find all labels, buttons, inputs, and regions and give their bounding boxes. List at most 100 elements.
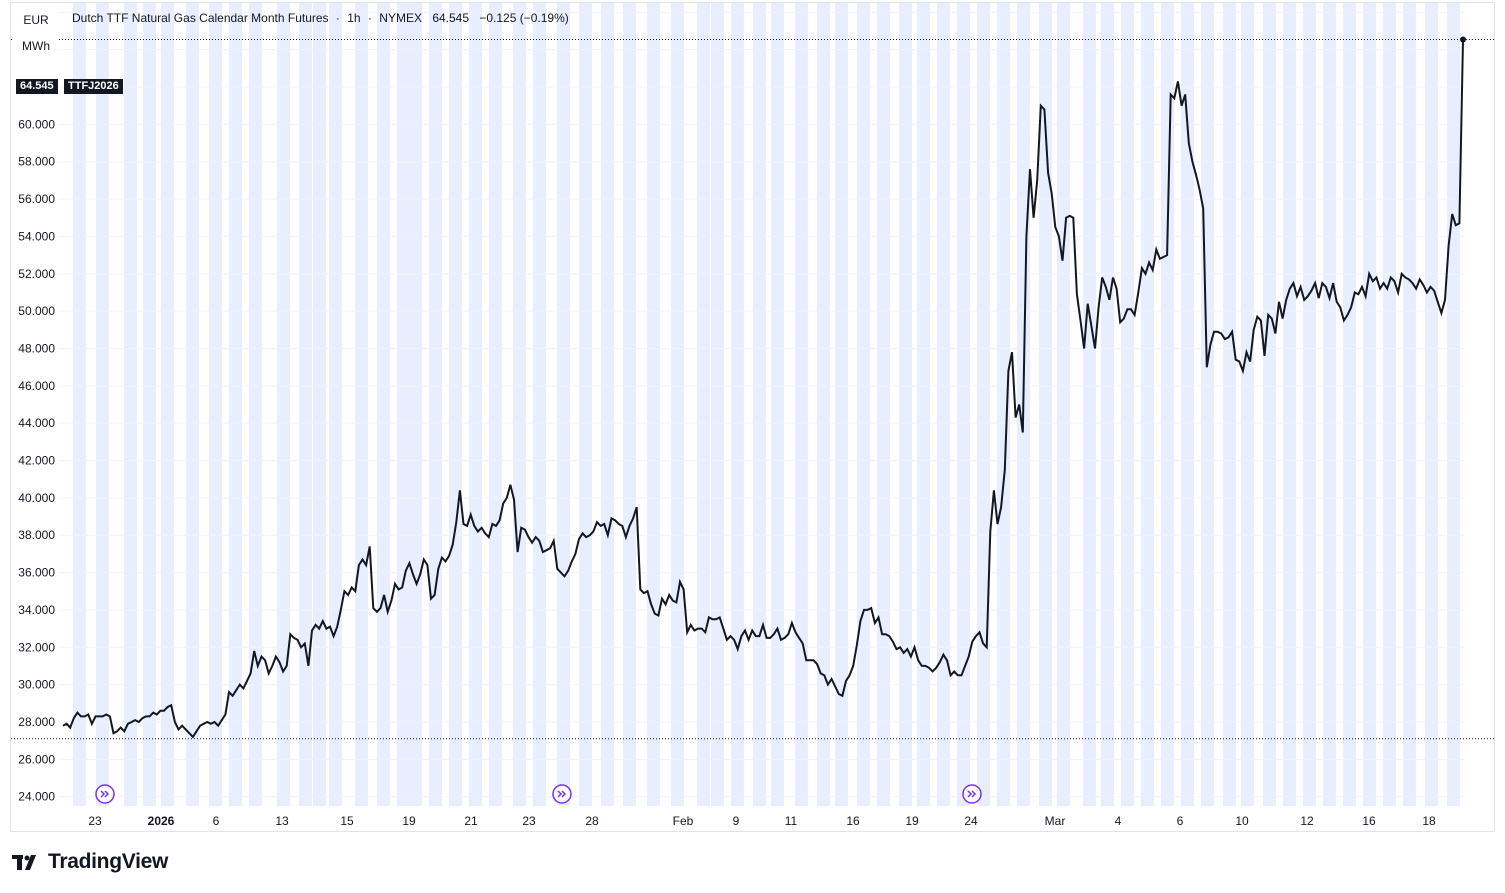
event-marker-icon[interactable] [962,784,982,804]
legend-title[interactable]: Dutch TTF Natural Gas Calendar Month Fut… [72,11,573,25]
x-tick-label: Mar [1045,814,1066,828]
y-tick-label: 30.000 [18,678,55,692]
session-band [835,3,848,806]
session-band [601,3,614,806]
session-band [1363,3,1376,806]
session-band [513,3,526,806]
session-band [229,3,242,806]
y-axis: 24.000 26.000 28.000 30.000 32.000 34.000 36.0… [18,5,55,803]
session-band [429,3,442,806]
x-tick-label: 19 [402,814,416,828]
legend-separator: · [335,11,340,25]
session-band [753,3,766,806]
session-band [711,3,724,806]
session-band [143,3,156,806]
session-band [1141,3,1154,806]
session-band [533,3,546,806]
x-tick-label: 10 [1235,814,1249,828]
x-tick-label: 11 [785,814,798,828]
session-band [671,3,684,806]
session-band [1181,3,1194,806]
x-tick-label: 16 [1362,814,1376,828]
grid-lines [59,11,1464,798]
session-band [449,3,462,806]
x-axis: 23 2026 6 13 15 19 21 23 28 Feb 9 11 16 19 24 Mar 4 6 10 12… [88,814,1436,828]
price-change: −0.125 (−0.19%) [479,11,569,25]
session-band [877,3,890,806]
session-band [731,3,744,806]
session-band [957,3,970,806]
x-tick-label: 21 [464,814,478,828]
x-tick-label: 28 [585,814,599,828]
session-band [1403,3,1416,806]
legend-separator: · [367,11,372,25]
y-tick-label: 26.000 [18,752,55,766]
x-tick-label: 13 [275,814,289,828]
y-tick-label: 50.000 [18,304,55,318]
session-band [977,3,990,806]
last-price-dot [1460,36,1466,43]
last-price: 64.545 [432,11,470,25]
y-tick-label: 44.000 [18,416,55,430]
session-band [579,3,592,806]
interval-label: 1h [347,11,361,25]
session-band [249,3,262,806]
session-band [355,3,368,806]
event-marker-icon[interactable] [552,784,572,804]
y-tick-label: 32.000 [18,640,55,654]
ticker-label: TTFJ2026 [64,79,123,94]
x-tick-label: 2026 [148,814,175,828]
chart-frame[interactable]: 24.000 26.000 28.000 30.000 32.000 34.000 36.0… [10,2,1496,833]
event-marker-arrow [967,790,977,798]
chart-canvas[interactable]: 24.000 26.000 28.000 30.000 32.000 34.000 36.0… [11,3,1496,833]
tradingview-logo[interactable]: TradingView [12,850,168,874]
session-band [997,3,1010,806]
session-band [1101,3,1114,806]
session-band [623,3,636,806]
session-band [1303,3,1316,806]
instrument-name: Dutch TTF Natural Gas Calendar Month Fut… [72,11,329,25]
session-bands [73,3,1460,806]
currency-unit-button[interactable]: EUR [14,8,58,32]
x-tick-label: 19 [905,814,919,828]
session-band [1263,3,1276,806]
session-band [899,3,912,806]
session-band [209,3,222,806]
y-tick-label: 48.000 [18,341,55,355]
session-band [1201,3,1214,806]
session-band [1383,3,1396,806]
session-band [817,3,830,806]
session-band [1241,3,1254,806]
event-marker-icon[interactable] [95,784,115,804]
session-band [409,3,422,806]
session-band [771,3,784,806]
x-tick-label: 16 [846,814,860,828]
y-tick-label: 42.000 [18,454,55,468]
tradingview-logo-icon [12,855,36,870]
x-tick-label: 24 [964,814,978,828]
session-band [299,3,312,806]
session-band [857,3,870,806]
session-band [161,3,174,806]
session-band [647,3,660,806]
session-band [186,3,199,806]
current-price-label: 64.545 [16,79,58,94]
session-band [937,3,950,806]
session-band [917,3,930,806]
session-band [277,3,290,806]
event-marker-arrow [100,790,110,798]
y-tick-label: 40.000 [18,491,55,505]
tradingview-logo-text: TradingView [48,850,169,873]
session-band [377,3,390,806]
session-band [96,3,109,806]
session-band [795,3,808,806]
x-tick-label: Feb [673,814,694,828]
session-band [1161,3,1174,806]
session-band [1223,3,1236,806]
event-markers [95,784,982,804]
x-tick-label: 6 [213,814,220,828]
y-tick-label: 46.000 [18,379,55,393]
event-marker-arrow [557,790,567,798]
measure-unit-button[interactable]: MWh [14,34,58,58]
y-tick-label: 36.000 [18,566,55,580]
